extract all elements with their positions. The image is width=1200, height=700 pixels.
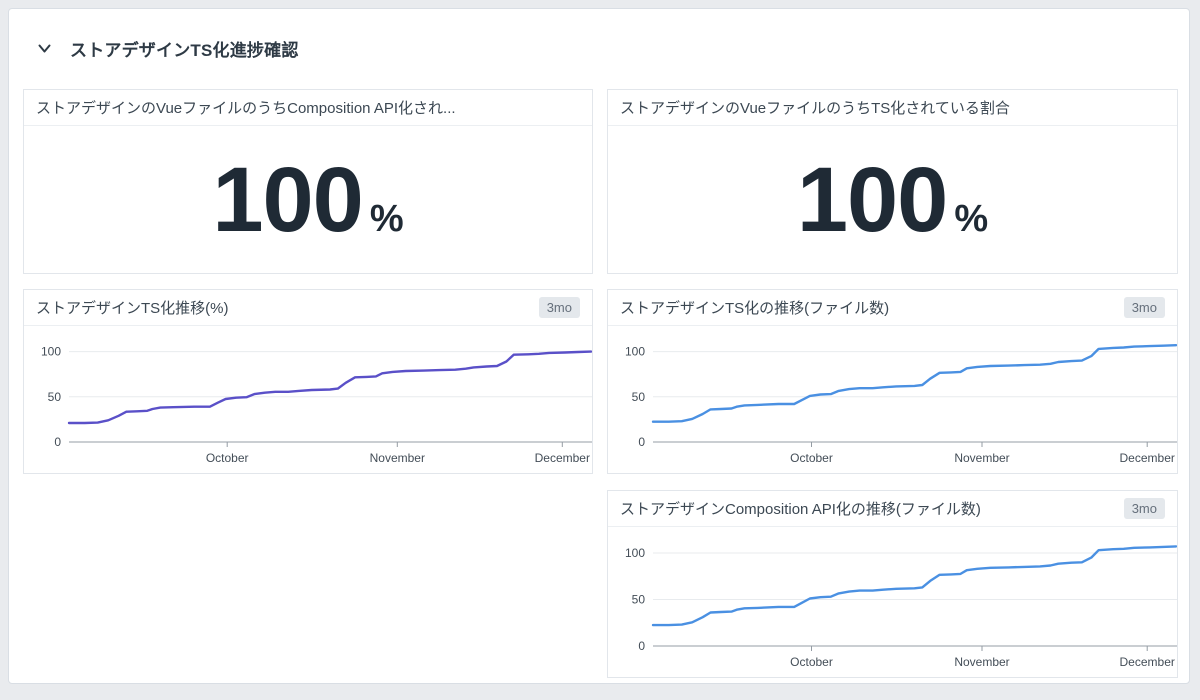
query-value-number: 100 — [212, 148, 363, 251]
timeseries-widget-composition-api-files: ストアデザインComposition API化の推移(ファイル数) 3mo 0 5… — [607, 490, 1178, 678]
query-value-widget-ts[interactable]: ストアデザインのVueファイルのうちTS化されている割合 100 % — [607, 89, 1178, 274]
svg-text:October: October — [790, 451, 833, 465]
svg-text:November: November — [954, 451, 1009, 465]
query-value-unit: % — [954, 197, 989, 240]
widget-title: ストアデザインTS化推移(%) — [36, 300, 229, 317]
timeseries-widget-ts-percent: ストアデザインTS化推移(%) 3mo 0 50 100 October Novembe… — [23, 289, 593, 474]
widget-header: ストアデザインComposition API化の推移(ファイル数) 3mo — [608, 491, 1177, 527]
query-value-body: 100 % — [608, 126, 1177, 273]
query-value-number: 100 — [796, 148, 948, 251]
svg-text:0: 0 — [54, 435, 61, 449]
widget-title: ストアデザインのVueファイルのうちComposition API化され... — [36, 100, 456, 117]
timeframe-badge: 3mo — [1123, 297, 1165, 318]
svg-text:50: 50 — [632, 390, 646, 404]
timeframe-badge: 3mo — [1123, 498, 1165, 519]
svg-text:100: 100 — [41, 345, 61, 359]
widget-title: ストアデザインComposition API化の推移(ファイル数) — [620, 501, 981, 518]
group-title: ストアデザインTS化進捗確認 — [70, 40, 299, 60]
timeseries-chart[interactable]: 0 50 100 October November December — [608, 326, 1177, 473]
svg-text:November: November — [370, 451, 425, 465]
collapse-group-button[interactable] — [33, 37, 55, 59]
widget-header: ストアデザインのVueファイルのうちTS化されている割合 — [608, 90, 1177, 126]
query-value-widget-composition-api[interactable]: ストアデザインのVueファイルのうちComposition API化され... … — [23, 89, 593, 274]
svg-text:December: December — [1120, 451, 1175, 465]
query-value-unit: % — [369, 197, 404, 240]
svg-text:100: 100 — [625, 546, 645, 560]
timeseries-chart[interactable]: 0 50 100 October November December — [24, 326, 592, 473]
svg-text:November: November — [954, 655, 1009, 669]
svg-text:100: 100 — [625, 345, 645, 359]
widget-header: ストアデザインTS化推移(%) 3mo — [24, 290, 592, 326]
group-header: ストアデザインTS化進捗確認 — [9, 35, 1189, 61]
svg-text:50: 50 — [48, 390, 62, 404]
timeframe-badge: 3mo — [538, 297, 580, 318]
svg-text:October: October — [206, 451, 249, 465]
widget-header: ストアデザインのVueファイルのうちComposition API化され... — [24, 90, 592, 126]
svg-text:0: 0 — [638, 435, 645, 449]
timeseries-widget-ts-files: ストアデザインTS化の推移(ファイル数) 3mo 0 50 100 October No… — [607, 289, 1178, 474]
svg-text:December: December — [535, 451, 590, 465]
svg-text:December: December — [1120, 655, 1175, 669]
svg-text:50: 50 — [632, 593, 646, 607]
widget-title: ストアデザインのVueファイルのうちTS化されている割合 — [620, 100, 1010, 117]
svg-text:October: October — [790, 655, 833, 669]
timeseries-chart[interactable]: 0 50 100 October November December — [608, 527, 1177, 677]
query-value-body: 100 % — [24, 126, 592, 273]
widget-header: ストアデザインTS化の推移(ファイル数) 3mo — [608, 290, 1177, 326]
chevron-down-icon — [37, 41, 52, 56]
widget-title: ストアデザインTS化の推移(ファイル数) — [620, 300, 890, 317]
dashboard-group: ストアデザインTS化進捗確認 ストアデザインのVueファイルのうちComposi… — [8, 8, 1190, 684]
svg-text:0: 0 — [638, 639, 645, 653]
